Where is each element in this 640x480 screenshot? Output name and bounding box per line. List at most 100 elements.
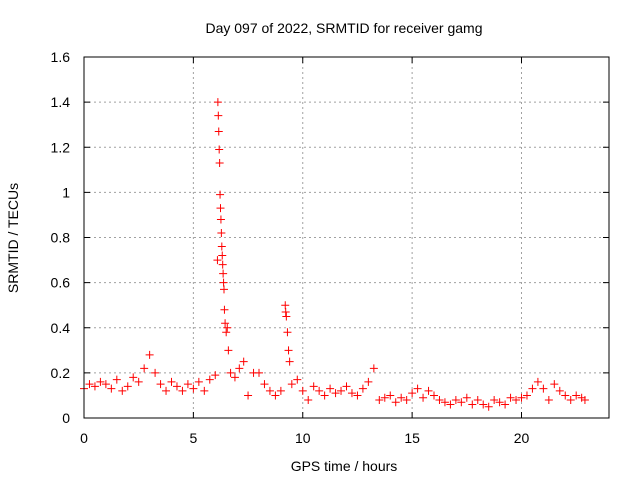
data-point <box>217 228 226 237</box>
data-point <box>284 346 293 355</box>
data-point <box>304 395 313 404</box>
data-point <box>222 328 231 337</box>
data-point <box>244 391 253 400</box>
data-point <box>281 301 290 310</box>
data-point <box>183 380 192 389</box>
data-point <box>320 391 329 400</box>
data-point <box>512 395 521 404</box>
data-point <box>205 375 214 384</box>
data-point <box>215 145 224 154</box>
y-tick-label: 0.2 <box>51 365 71 381</box>
grid <box>84 57 609 418</box>
data-point <box>501 400 510 409</box>
data-point <box>167 377 176 386</box>
data-point <box>337 386 346 395</box>
data-point <box>298 386 307 395</box>
data-point <box>435 395 444 404</box>
data-point <box>145 350 154 359</box>
data-point <box>550 380 559 389</box>
x-tick-label: 20 <box>514 430 530 446</box>
y-tick-label: 0 <box>62 410 70 426</box>
data-point <box>430 391 438 400</box>
y-tick-label: 0.4 <box>51 320 71 336</box>
data-point <box>220 285 228 294</box>
data-point <box>162 386 171 395</box>
data-point <box>451 395 460 404</box>
data-point <box>220 305 229 314</box>
x-tick-label: 0 <box>80 430 88 446</box>
data-point <box>230 373 239 382</box>
data-point <box>213 256 222 265</box>
data-point <box>216 215 225 224</box>
data-point <box>178 386 187 395</box>
data-point <box>219 269 228 278</box>
data-point <box>85 380 94 389</box>
data-point <box>446 400 455 409</box>
data-point <box>473 395 482 404</box>
y-tick-label: 0.6 <box>51 275 71 291</box>
data-point <box>282 312 291 321</box>
data-point <box>213 98 222 107</box>
data-point <box>217 242 226 251</box>
data-point <box>211 371 220 380</box>
data-point <box>235 364 244 373</box>
data-point <box>462 393 471 402</box>
x-axis-label: GPS time / hours <box>291 458 398 474</box>
data-point <box>479 400 488 409</box>
data-point <box>528 384 537 393</box>
data-point <box>375 395 384 404</box>
y-tick-label: 1.2 <box>51 139 71 155</box>
axis-ticks: 0 0.2 0.4 0.6 0.8 1 1.2 1.4 1.6 0 5 10 15 20 <box>51 49 609 446</box>
data-point <box>364 377 373 386</box>
data-point <box>495 398 504 407</box>
x-tick-label: 5 <box>189 430 197 446</box>
data-point <box>101 380 110 389</box>
data-point <box>391 398 400 407</box>
data-point <box>239 357 248 366</box>
data-point <box>539 384 548 393</box>
data-point <box>276 386 285 395</box>
data-point <box>287 380 296 389</box>
data-point <box>517 393 526 402</box>
data-point <box>358 384 367 393</box>
y-tick-label: 1.4 <box>51 94 71 110</box>
plot-frame <box>83 56 610 419</box>
data-point <box>281 307 290 316</box>
data-point <box>285 357 294 366</box>
data-point <box>151 368 160 377</box>
data-point <box>90 382 99 391</box>
data-point <box>413 384 422 393</box>
data-point <box>194 377 203 386</box>
data-point <box>107 384 116 393</box>
data-point <box>260 380 269 389</box>
data-point <box>347 389 356 398</box>
data-point <box>134 377 143 386</box>
x-tick-label: 15 <box>404 430 420 446</box>
data-point <box>555 386 564 395</box>
data-point <box>223 323 232 332</box>
data-point <box>315 386 324 395</box>
data-point <box>572 391 581 400</box>
data-point <box>216 204 225 213</box>
y-tick-label: 0.8 <box>51 230 71 246</box>
data-point <box>172 382 181 391</box>
data-point <box>419 393 428 402</box>
data-point <box>408 389 417 398</box>
data-point <box>218 260 227 269</box>
data-point <box>255 368 263 377</box>
data-point <box>484 402 493 411</box>
data-point <box>440 398 449 407</box>
data-point <box>369 364 378 373</box>
data-point <box>331 389 340 398</box>
data-point <box>386 391 395 400</box>
y-tick-label: 1 <box>62 184 70 200</box>
data-point <box>506 393 515 402</box>
data-point <box>96 377 105 386</box>
data-point <box>214 111 223 120</box>
data-point <box>271 391 280 400</box>
data-point <box>221 319 230 328</box>
data-point <box>580 395 589 404</box>
data-point <box>156 380 165 389</box>
data-point <box>522 391 531 400</box>
